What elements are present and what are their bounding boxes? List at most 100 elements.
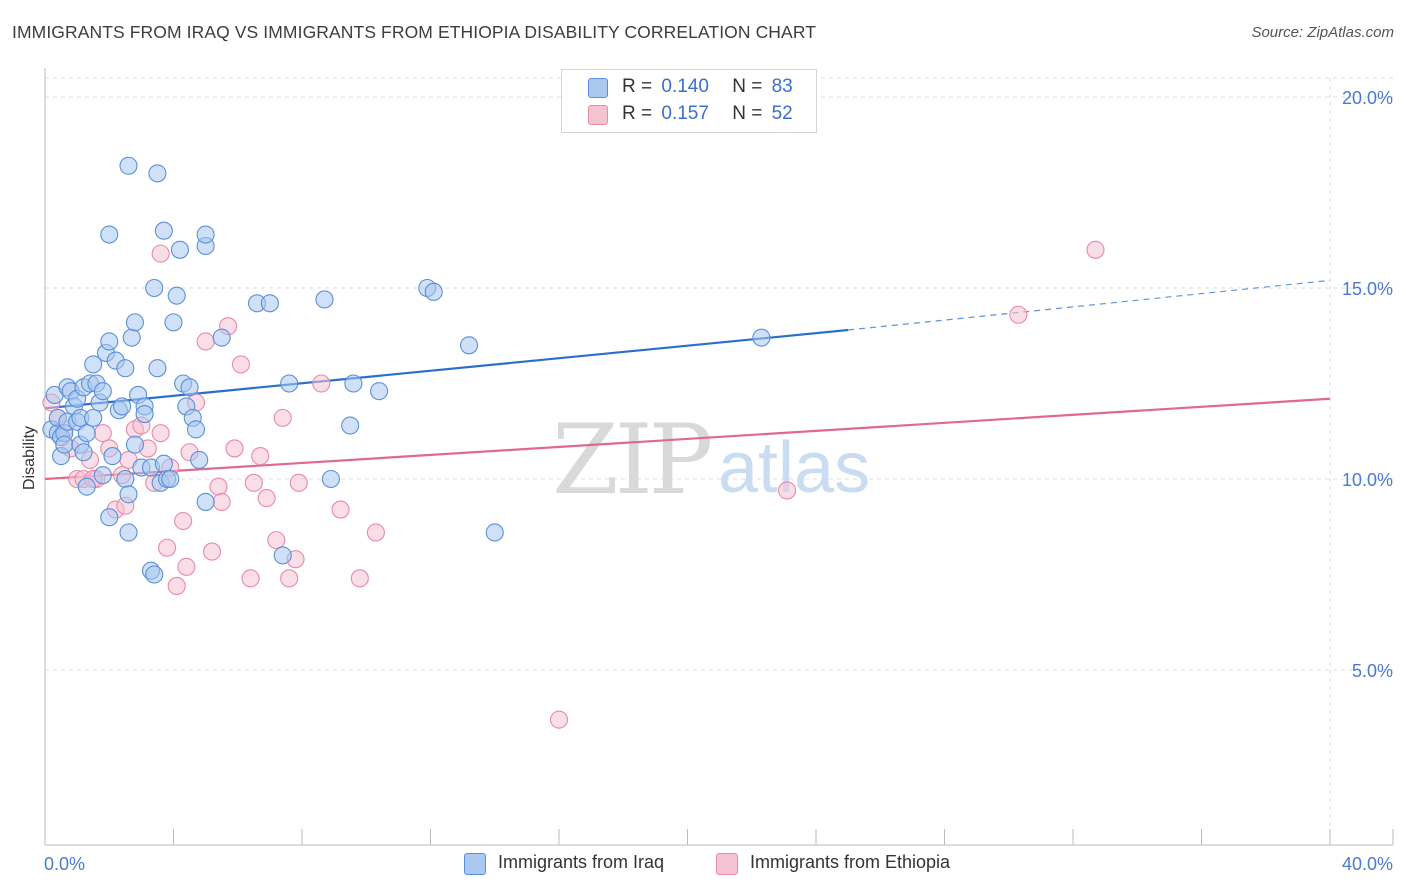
data-point-iraq xyxy=(752,328,771,347)
bottom-legend-label-ethiopia: Immigrants from Ethiopia xyxy=(750,852,951,872)
data-point-iraq xyxy=(100,508,119,527)
bottom-legend-swatch-ethiopia xyxy=(716,853,738,875)
data-point-iraq xyxy=(170,240,189,259)
data-point-iraq xyxy=(145,278,164,298)
data-point-iraq xyxy=(100,332,119,351)
data-point-ethiopia xyxy=(225,439,244,458)
y-tick-label: 20.0% xyxy=(1342,88,1393,108)
bottom-legend-label-iraq: Immigrants from Iraq xyxy=(498,852,665,872)
data-point-iraq xyxy=(459,336,479,355)
data-point-iraq xyxy=(119,156,138,175)
data-point-ethiopia xyxy=(331,500,350,519)
trend-line-iraq-extension xyxy=(848,279,1331,331)
data-point-ethiopia xyxy=(177,557,196,576)
data-point-ethiopia xyxy=(196,332,215,351)
data-point-iraq xyxy=(145,565,164,584)
data-point-iraq xyxy=(280,374,299,393)
watermark-zip: ZIP xyxy=(552,404,711,516)
legend-text-ethiopia: R = 0.157 N = 52 xyxy=(622,103,793,124)
data-point-iraq xyxy=(190,450,209,469)
data-point-ethiopia xyxy=(209,477,228,496)
data-point-ethiopia xyxy=(158,538,177,557)
data-point-iraq xyxy=(180,378,199,397)
axes xyxy=(44,68,1394,846)
data-point-iraq xyxy=(84,408,103,427)
data-point-ethiopia xyxy=(167,576,186,596)
legend: R = 0.140 N = 83 R = 0.157 N = 52 xyxy=(561,69,817,133)
data-point-ethiopia xyxy=(174,511,193,531)
data-point-iraq xyxy=(84,355,103,374)
data-point-iraq xyxy=(77,477,96,496)
data-point-iraq xyxy=(315,290,334,309)
data-point-ethiopia xyxy=(273,408,292,427)
data-point-iraq xyxy=(485,523,504,542)
data-point-iraq xyxy=(154,454,173,473)
legend-text-iraq: R = 0.140 N = 83 xyxy=(622,76,793,97)
data-point-iraq xyxy=(321,469,340,489)
data-point-ethiopia xyxy=(778,481,797,500)
data-point-ethiopia xyxy=(231,355,251,374)
data-point-iraq xyxy=(116,469,135,489)
trend-line-ethiopia xyxy=(44,397,1331,481)
data-point-iraq xyxy=(116,359,135,378)
data-point-iraq xyxy=(167,286,186,305)
data-point-ethiopia xyxy=(244,473,263,492)
data-point-ethiopia xyxy=(312,374,331,393)
data-point-iraq xyxy=(196,225,215,244)
data-point-iraq xyxy=(186,420,206,439)
data-point-ethiopia xyxy=(241,569,260,588)
data-point-ethiopia xyxy=(251,447,270,466)
data-point-iraq xyxy=(196,492,215,511)
data-point-iraq xyxy=(154,221,173,240)
data-point-iraq xyxy=(344,374,363,393)
trend-lines xyxy=(44,279,1331,481)
data-point-iraq xyxy=(148,359,167,378)
data-point-iraq xyxy=(100,225,119,244)
data-point-ethiopia xyxy=(267,531,286,550)
data-point-iraq xyxy=(55,435,74,454)
series-ethiopia-points xyxy=(42,240,1105,729)
data-point-iraq xyxy=(161,469,180,489)
bottom-legend: Immigrants from Iraq Immigrants from Eth… xyxy=(0,851,1406,879)
data-point-iraq xyxy=(74,443,93,462)
data-point-iraq xyxy=(370,382,389,401)
data-point-ethiopia xyxy=(93,424,112,443)
y-tick-label: 10.0% xyxy=(1342,470,1393,490)
legend-swatch-iraq xyxy=(588,78,608,98)
watermark: ZIP atlas xyxy=(552,404,870,516)
data-point-iraq xyxy=(93,466,112,485)
trend-line-iraq xyxy=(44,328,849,410)
data-point-ethiopia xyxy=(366,523,385,542)
data-point-ethiopia xyxy=(280,569,299,588)
x-tick-label: 0.0% xyxy=(44,854,85,874)
data-point-iraq xyxy=(122,328,141,347)
data-point-ethiopia xyxy=(151,244,170,263)
legend-swatch-ethiopia xyxy=(588,105,608,125)
data-point-ethiopia xyxy=(549,710,569,729)
data-point-iraq xyxy=(119,485,138,504)
y-axis-label: Disability xyxy=(21,426,38,490)
y-tick-labels: 5.0% 10.0% 15.0% 20.0% xyxy=(1342,88,1393,681)
chart-title: IMMIGRANTS FROM IRAQ VS IMMIGRANTS FROM … xyxy=(12,22,817,42)
bottom-legend-swatch-iraq xyxy=(464,853,486,875)
data-point-iraq xyxy=(125,435,144,454)
data-point-iraq xyxy=(273,546,292,565)
data-point-iraq xyxy=(125,313,144,332)
data-point-iraq xyxy=(212,328,231,347)
data-point-ethiopia xyxy=(212,492,231,511)
data-point-ethiopia xyxy=(350,569,369,588)
data-point-iraq xyxy=(424,282,443,301)
data-point-iraq xyxy=(119,523,138,542)
series-iraq-points xyxy=(42,156,771,584)
y-tick-label: 15.0% xyxy=(1342,279,1393,299)
data-point-ethiopia xyxy=(1009,305,1028,324)
x-tick-label: 40.0% xyxy=(1342,854,1393,874)
data-point-iraq xyxy=(113,397,132,416)
data-point-ethiopia xyxy=(257,489,276,508)
data-point-iraq xyxy=(77,424,96,443)
data-point-iraq xyxy=(103,447,122,466)
data-point-ethiopia xyxy=(151,424,170,443)
data-point-iraq xyxy=(260,294,279,313)
data-point-ethiopia xyxy=(1086,240,1105,259)
